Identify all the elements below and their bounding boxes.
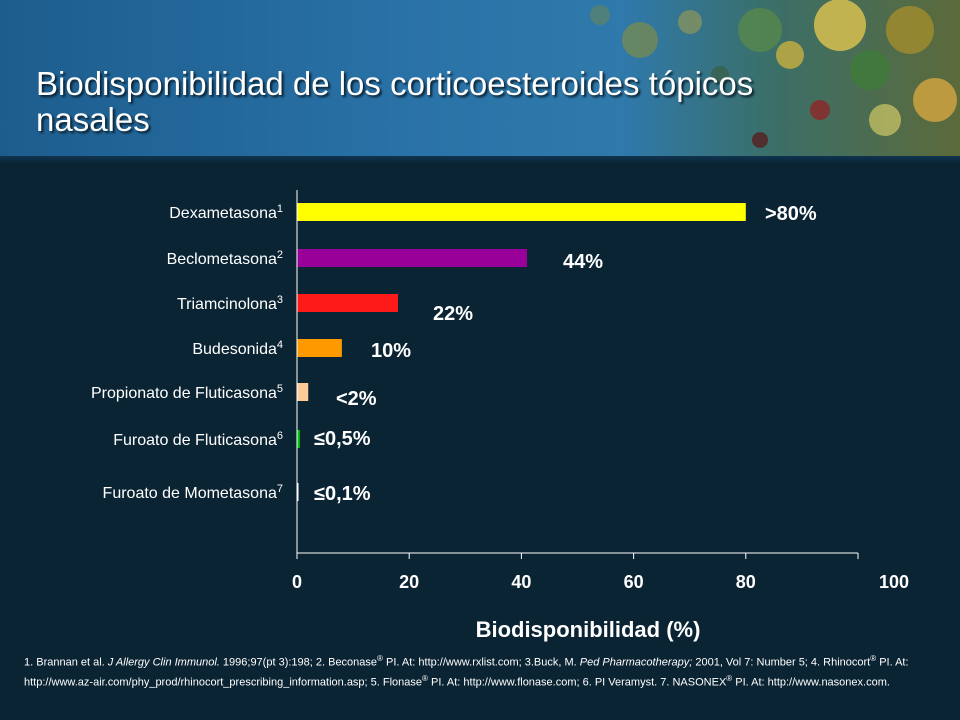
category-name: Beclometasona xyxy=(167,251,277,268)
value-label: ≤0,1% xyxy=(314,483,371,505)
value-label: 22% xyxy=(433,303,473,325)
bar xyxy=(297,339,342,357)
x-tick-label: 60 xyxy=(624,572,644,592)
footnote-segment: ® xyxy=(377,654,383,663)
category-reference: 2 xyxy=(277,249,283,261)
footnote-segment: PI. At: http://www.nasonex.com. xyxy=(732,676,890,689)
bar xyxy=(297,383,309,401)
footnote-segment: 2001, Vol 7: Number 5; 4. Rhinocort xyxy=(692,656,871,669)
category-name: Furoato de Fluticasona xyxy=(113,432,277,449)
bar xyxy=(297,203,746,221)
value-label: <2% xyxy=(336,388,377,410)
x-tick-label: 20 xyxy=(399,572,419,592)
footnote-segment: ® xyxy=(726,673,733,683)
category-label: Dexametasona1 xyxy=(169,203,283,222)
pollen-decoration-image xyxy=(590,0,957,148)
category-reference: 4 xyxy=(277,339,283,351)
value-labels: >80% 44% 22% 10% <2% ≤0,5% ≤0,1% xyxy=(314,203,817,505)
header-divider xyxy=(0,156,960,164)
value-label: ≤0,5% xyxy=(314,428,371,450)
category-label: Propionato de Fluticasona5 xyxy=(91,383,283,402)
category-reference: 7 xyxy=(277,483,283,495)
category-name: Propionato de Fluticasona xyxy=(91,385,277,402)
category-label: Triamcinolona3 xyxy=(177,294,283,313)
category-labels: Dexametasona1 Beclometasona2 Triamcinolona… xyxy=(91,203,283,502)
footnote-segment: ® xyxy=(422,673,428,683)
footnote-segment: PI. At: http://www.flonase.com; 6. PI Ve… xyxy=(427,676,727,689)
category-name: Budesonida xyxy=(192,341,277,358)
x-tick-label: 80 xyxy=(736,572,756,592)
category-reference: 6 xyxy=(277,430,283,442)
x-tick-label: 40 xyxy=(511,572,531,592)
footnote-segment: J Allergy Clin Immunol. xyxy=(107,656,220,669)
bar xyxy=(297,294,398,312)
category-name: Triamcinolona xyxy=(177,296,277,313)
category-name: Furoato de Mometasona xyxy=(103,485,277,502)
category-reference: 1 xyxy=(277,203,283,215)
x-axis-title: Biodisponibilidad (%) xyxy=(476,617,701,642)
footnote-segment: PI. At: http://www.rxlist.com; 3.Buck, M… xyxy=(382,656,580,669)
bar xyxy=(297,483,299,501)
x-tick-label: 0 xyxy=(292,572,302,592)
x-tick-label: 100 xyxy=(879,572,909,592)
bars xyxy=(297,203,746,501)
bioavailability-bar-chart: Dexametasona1 Beclometasona2 Triamcinolona… xyxy=(91,190,909,642)
footnote-segment: ® xyxy=(870,654,877,663)
slide-title: Biodisponibilidad de los corticoesteroid… xyxy=(36,65,754,138)
slide-header: Biodisponibilidad de los corticoesteroid… xyxy=(0,0,960,158)
value-label: 10% xyxy=(371,340,411,362)
x-axis-ticks: 0 20 40 60 80 100 xyxy=(292,553,909,592)
footnote-segment: Ped Pharmacotherapy; xyxy=(579,656,693,669)
category-reference: 3 xyxy=(277,294,283,306)
references-footnote: 1. Brannan et al. J Allergy Clin Immunol… xyxy=(24,651,924,690)
category-name: Dexametasona xyxy=(169,205,277,222)
value-label: 44% xyxy=(563,251,603,273)
footnote-segment: 1996;97(pt 3):198; 2. Beconase xyxy=(219,656,378,669)
value-label: >80% xyxy=(765,203,817,225)
category-reference: 5 xyxy=(277,383,283,395)
category-label: Budesonida4 xyxy=(192,339,283,358)
footnote-segment: 1. Brannan et al. xyxy=(24,656,108,669)
category-label: Beclometasona2 xyxy=(167,249,283,268)
bar xyxy=(297,249,528,267)
category-label: Furoato de Mometasona7 xyxy=(103,483,283,502)
bar xyxy=(297,430,300,448)
footnote-segment: PI. At: http://www.az-air.com/phy_prod/r… xyxy=(24,656,909,689)
category-label: Furoato de Fluticasona6 xyxy=(113,430,283,449)
